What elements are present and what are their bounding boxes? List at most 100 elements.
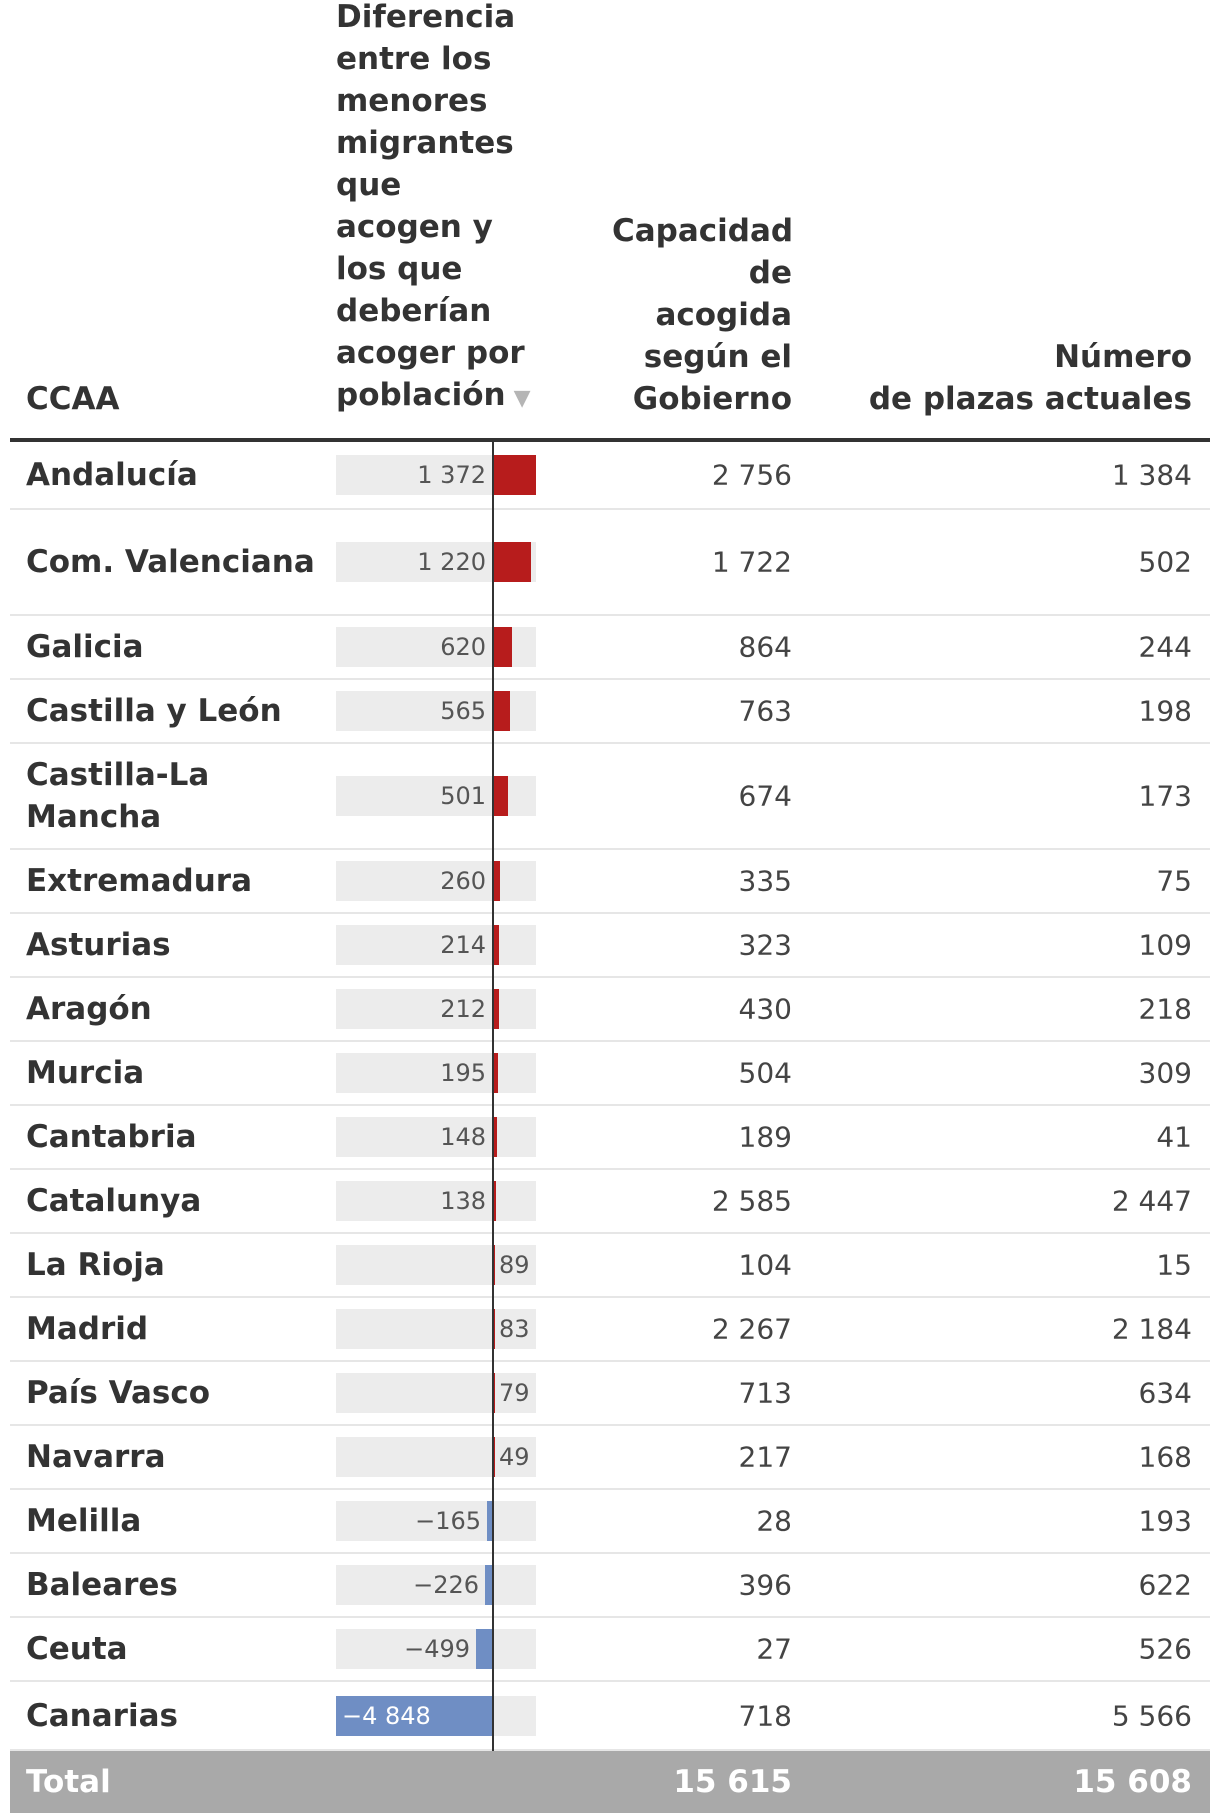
table-row: Asturias 214 323 109: [10, 914, 1210, 978]
capacity-value: 323: [738, 928, 792, 962]
bar-track: 260: [336, 861, 536, 901]
places-value: 526: [1138, 1632, 1192, 1666]
bar: [492, 1053, 498, 1093]
column-header-capacity[interactable]: Capacidad de acogida según el Gobierno: [612, 213, 794, 417]
places-value: 622: [1138, 1568, 1192, 1602]
capacity-value: 396: [738, 1568, 792, 1602]
bar: [492, 861, 500, 901]
capacity-value: 2 267: [711, 1312, 792, 1346]
capacity-value: 27: [756, 1632, 792, 1666]
capacity-value: 335: [738, 864, 792, 898]
bar: [485, 1565, 492, 1605]
ccaa-name: Andalucía: [26, 457, 198, 493]
places-value: 15: [1156, 1248, 1192, 1282]
bar-value-label: −4 848: [342, 1701, 431, 1730]
bar-track: −165: [336, 1501, 536, 1541]
sort-descending-icon[interactable]: ▼: [513, 386, 531, 411]
capacity-value: 674: [738, 779, 792, 813]
ccaa-name: Castilla-La Mancha: [26, 757, 210, 835]
bar: [476, 1629, 492, 1669]
bar: [492, 925, 499, 965]
table-row: Baleares −226 396 622: [10, 1554, 1210, 1618]
bar-track: 1 220: [336, 542, 536, 582]
column-header-difference-label: Diferencia entre los menores migrantes q…: [336, 0, 525, 413]
table-row: Andalucía 1 372 2 756 1 384: [10, 442, 1210, 510]
ccaa-name: Castilla y León: [26, 693, 282, 729]
bar-value-label: 214: [440, 931, 486, 959]
capacity-value: 217: [738, 1440, 792, 1474]
table-header: CCAA Diferencia entre los menores migran…: [10, 0, 1210, 442]
capacity-value: 28: [756, 1504, 792, 1538]
bar: [492, 627, 512, 667]
total-label: Total: [26, 1764, 111, 1800]
capacity-value: 104: [738, 1248, 792, 1282]
bar-value-label: −499: [404, 1635, 470, 1663]
capacity-value: 864: [738, 630, 792, 664]
bar-track: 1 372: [336, 455, 536, 495]
bar-value-label: 1 372: [417, 461, 486, 489]
places-value: 109: [1138, 928, 1192, 962]
bar: [492, 776, 508, 816]
total-places: 15 608: [1073, 1764, 1192, 1800]
bar: [492, 455, 536, 495]
table-row: La Rioja 89 104 15: [10, 1234, 1210, 1298]
bar-track: 214: [336, 925, 536, 965]
total-row: Total 15 615 15 608: [10, 1751, 1210, 1813]
places-value: 1 384: [1111, 458, 1192, 492]
table-row: Castilla-La Mancha 501 674 173: [10, 744, 1210, 850]
column-header-ccaa[interactable]: CCAA: [26, 381, 120, 417]
bar-track: 49: [336, 1437, 536, 1477]
bar-track: −499: [336, 1629, 536, 1669]
bar: [492, 989, 499, 1029]
places-value: 173: [1138, 779, 1192, 813]
places-value: 218: [1138, 992, 1192, 1026]
bar-track: 89: [336, 1245, 536, 1285]
bar-value-label: 83: [499, 1315, 530, 1343]
bar-track: 501: [336, 776, 536, 816]
table-row: País Vasco 79 713 634: [10, 1362, 1210, 1426]
bar-value-label: 148: [440, 1123, 486, 1151]
column-header-difference[interactable]: Diferencia entre los menores migrantes q…: [336, 0, 536, 420]
table-row: Catalunya 138 2 585 2 447: [10, 1170, 1210, 1234]
bar-track: 83: [336, 1309, 536, 1349]
capacity-value: 430: [738, 992, 792, 1026]
bar-value-label: 49: [499, 1443, 530, 1471]
bar-track: 620: [336, 627, 536, 667]
capacity-value: 713: [738, 1376, 792, 1410]
places-value: 198: [1138, 694, 1192, 728]
table-row: Canarias −4 848 718 5 566: [10, 1682, 1210, 1751]
table-row: Aragón 212 430 218: [10, 978, 1210, 1042]
zero-axis-line: [492, 442, 494, 1751]
table-row: Castilla y León 565 763 198: [10, 680, 1210, 744]
bar-value-label: −226: [413, 1571, 479, 1599]
places-value: 5 566: [1111, 1699, 1192, 1732]
ccaa-name: Murcia: [26, 1055, 145, 1091]
bar-value-label: 79: [499, 1379, 530, 1407]
capacity-value: 763: [738, 694, 792, 728]
table-row: Navarra 49 217 168: [10, 1426, 1210, 1490]
table-row: Madrid 83 2 267 2 184: [10, 1298, 1210, 1362]
bar-track: 565: [336, 691, 536, 731]
ccaa-name: Extremadura: [26, 863, 252, 899]
ccaa-name: Asturias: [26, 927, 171, 963]
bar-value-label: 138: [440, 1187, 486, 1215]
table-row: Ceuta −499 27 526: [10, 1618, 1210, 1682]
column-header-places[interactable]: Número de plazas actuales: [869, 336, 1192, 420]
bar: [492, 1117, 497, 1157]
ccaa-name: La Rioja: [26, 1247, 165, 1283]
places-value: 634: [1138, 1376, 1192, 1410]
bar-value-label: 89: [499, 1251, 530, 1279]
bar-track: 148: [336, 1117, 536, 1157]
bar-value-label: −165: [415, 1507, 481, 1535]
ccaa-name: Melilla: [26, 1503, 142, 1539]
bar-value-label: 195: [440, 1059, 486, 1087]
ccaa-name: Madrid: [26, 1311, 149, 1347]
places-value: 244: [1138, 630, 1192, 664]
capacity-value: 189: [738, 1120, 792, 1154]
ccaa-name: Ceuta: [26, 1631, 128, 1667]
table-row: Cantabria 148 189 41: [10, 1106, 1210, 1170]
places-value: 41: [1156, 1120, 1192, 1154]
capacity-value: 1 722: [711, 545, 792, 579]
places-value: 502: [1138, 545, 1192, 579]
bar: [492, 691, 510, 731]
